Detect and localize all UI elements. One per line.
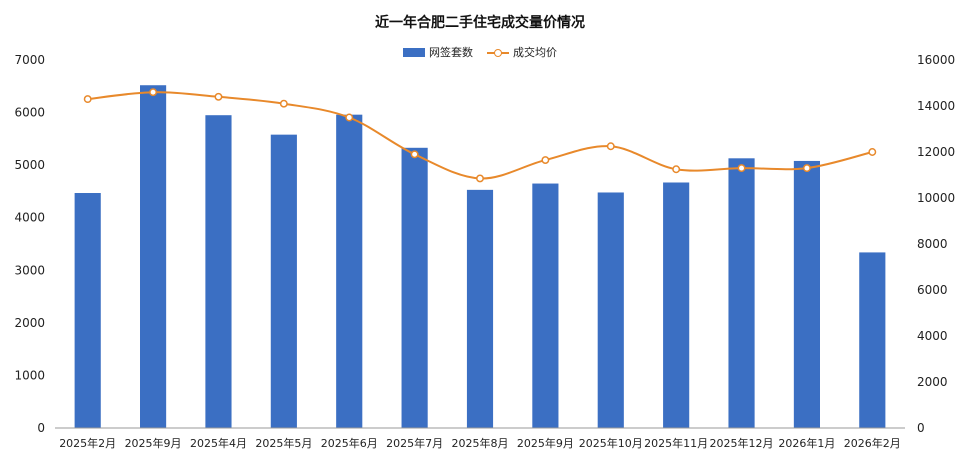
- bar: [793, 160, 820, 429]
- bar: [663, 182, 690, 428]
- bar: [401, 147, 428, 428]
- legend-item-line: 成交均价: [487, 44, 557, 60]
- x-tick-label: 2025年11月: [644, 436, 708, 450]
- y-left-tick-label: 3000: [14, 263, 45, 277]
- y-left-tick-label: 2000: [14, 316, 45, 330]
- y-right-tick-label: 2000: [917, 375, 948, 389]
- y-left-tick-label: 1000: [14, 368, 45, 382]
- line-point: [149, 88, 158, 97]
- bar: [466, 189, 494, 428]
- y-left-tick-label: 4000: [14, 211, 45, 225]
- x-tick-label: 2025年4月: [190, 436, 247, 450]
- y-right-tick-label: 14000: [917, 99, 955, 113]
- line-point: [606, 142, 615, 151]
- x-tick-label: 2026年2月: [844, 436, 901, 450]
- legend-label-line: 成交均价: [513, 46, 557, 59]
- chart-legend: 网签套数 成交均价: [0, 44, 960, 60]
- y-left-tick-label: 6000: [14, 106, 45, 120]
- legend-line-swatch: [487, 48, 509, 57]
- line-point: [279, 99, 288, 108]
- line-point: [83, 95, 92, 104]
- x-tick-label: 2026年1月: [778, 436, 835, 450]
- legend-item-bars: 网签套数: [403, 44, 473, 60]
- line-point: [541, 156, 550, 165]
- x-tick-label: 2025年10月: [579, 436, 643, 450]
- bar: [859, 252, 886, 428]
- bar: [336, 114, 363, 428]
- line-point: [476, 174, 484, 183]
- bar: [728, 158, 755, 428]
- bar: [597, 192, 624, 428]
- x-tick-label: 2025年8月: [452, 436, 509, 450]
- y-right-tick-label: 0: [917, 421, 925, 435]
- x-tick-label: 2025年9月: [125, 436, 182, 450]
- y-right-tick-label: 8000: [917, 237, 948, 251]
- x-tick-label: 2025年7月: [386, 436, 443, 450]
- bar: [205, 115, 232, 428]
- line-point: [214, 92, 223, 101]
- bar: [270, 134, 297, 428]
- bar: [140, 85, 167, 428]
- x-tick-label: 2025年9月: [517, 436, 574, 450]
- line-point: [345, 113, 354, 122]
- x-tick-label: 2025年6月: [321, 436, 378, 450]
- bar: [74, 193, 101, 428]
- y-right-tick-label: 16000: [917, 53, 955, 67]
- y-right-tick-label: 6000: [917, 283, 948, 297]
- bar: [532, 183, 559, 428]
- x-tick-label: 2025年5月: [255, 436, 312, 450]
- y-right-tick-label: 10000: [917, 191, 955, 205]
- line-point: [672, 165, 681, 174]
- y-left-tick-label: 5000: [14, 158, 45, 172]
- chart-title: 近一年合肥二手住宅成交量价情况: [375, 15, 585, 31]
- legend-label-bars: 网签套数: [429, 46, 473, 59]
- x-tick-label: 2025年12月: [710, 436, 774, 450]
- line-point: [737, 164, 746, 173]
- line-point: [868, 148, 877, 156]
- line-point: [410, 150, 419, 159]
- legend-bar-swatch: [403, 47, 425, 57]
- y-right-tick-label: 4000: [917, 329, 948, 343]
- x-tick-label: 2025年2月: [59, 436, 116, 450]
- y-left-tick-label: 7000: [14, 53, 45, 67]
- line-point: [802, 164, 811, 173]
- y-right-tick-label: 12000: [917, 145, 955, 159]
- y-left-tick-label: 0: [37, 421, 45, 435]
